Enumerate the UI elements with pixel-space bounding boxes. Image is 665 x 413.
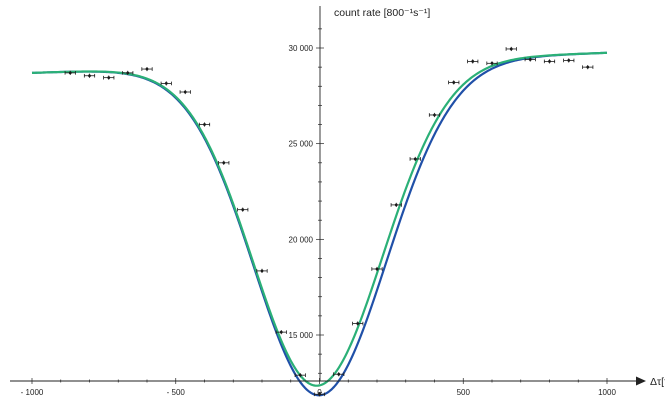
y-tick-label: 15 000	[289, 331, 314, 340]
data-point	[313, 392, 326, 397]
x-ticks: - 1000- 500 0 500 1000	[21, 378, 616, 397]
point-marker	[528, 58, 532, 61]
data-point	[563, 58, 575, 63]
data-point	[294, 373, 306, 378]
point-marker	[260, 269, 264, 273]
data-point	[179, 89, 191, 95]
data-point	[256, 268, 268, 274]
data-point	[237, 207, 249, 212]
data-point	[524, 57, 536, 62]
point-marker	[164, 81, 168, 85]
data-point	[64, 70, 76, 75]
data-point	[275, 330, 287, 335]
data-point	[218, 160, 230, 165]
data-point	[428, 112, 441, 118]
point-marker	[126, 71, 130, 75]
curves	[31, 51, 608, 397]
point-marker	[88, 74, 91, 78]
point-marker	[548, 59, 551, 63]
data-point	[352, 321, 364, 326]
data-point	[390, 202, 402, 207]
point-marker	[567, 59, 571, 62]
data-point	[333, 372, 345, 377]
data-point	[141, 66, 153, 72]
point-marker	[471, 59, 475, 63]
data-points	[64, 46, 594, 397]
x-tick-label: - 1000	[21, 388, 44, 397]
data-point	[467, 59, 479, 64]
y-ticks: 15 000 20 000 25 000 30 000	[289, 28, 324, 393]
data-point	[122, 70, 134, 75]
point-marker	[394, 203, 398, 207]
point-marker	[375, 267, 379, 271]
data-point	[160, 81, 172, 86]
x-tick-label: - 500	[167, 388, 186, 397]
data-point	[448, 80, 460, 85]
point-marker	[509, 47, 513, 51]
point-marker	[107, 76, 111, 80]
point-marker	[145, 67, 149, 71]
point-marker	[586, 65, 590, 69]
data-point	[409, 156, 421, 162]
y-axis-label: count rate [800⁻¹s⁻¹]	[334, 7, 430, 19]
y-tick-label: 25 000	[289, 140, 314, 149]
y-tick-label: 20 000	[289, 235, 314, 244]
x-tick-label: 1000	[598, 388, 616, 397]
point-marker	[298, 373, 302, 377]
point-marker	[318, 392, 321, 396]
point-marker	[490, 61, 494, 65]
fit-curve-blue	[31, 51, 608, 397]
point-marker	[203, 123, 206, 126]
point-marker	[241, 208, 245, 212]
point-marker	[279, 330, 283, 334]
x-axis-arrow-icon	[636, 376, 646, 386]
x-axis-label: Δτ[fs]	[650, 376, 665, 388]
point-marker	[337, 372, 341, 376]
point-marker	[356, 322, 360, 325]
point-marker	[452, 81, 456, 84]
point-marker	[183, 90, 187, 94]
data-point	[582, 65, 594, 70]
point-marker	[68, 71, 72, 75]
x-tick-label: 500	[457, 388, 471, 397]
point-marker	[222, 161, 226, 165]
data-point	[486, 61, 498, 66]
data-point	[198, 122, 211, 127]
data-point	[543, 59, 556, 64]
point-marker	[433, 113, 436, 117]
fit-curve-green	[31, 51, 608, 387]
data-point	[505, 46, 517, 52]
y-tick-label: 30 000	[289, 44, 314, 53]
data-point	[103, 75, 115, 80]
data-point	[83, 73, 96, 78]
data-point	[371, 266, 383, 272]
point-marker	[413, 157, 417, 161]
